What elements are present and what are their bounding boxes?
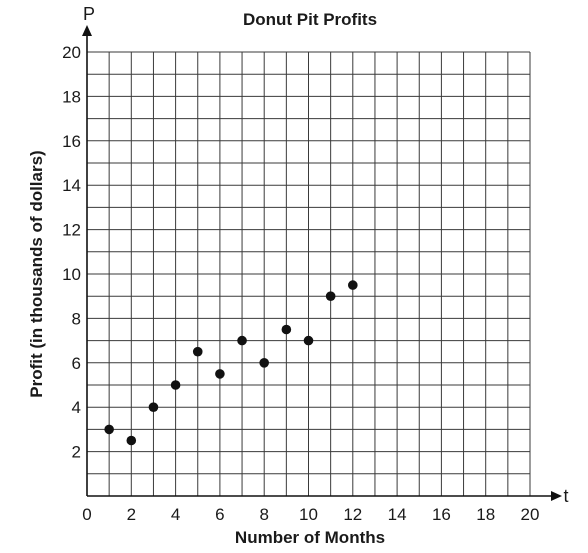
y-tick-label: 20: [62, 43, 81, 62]
data-point: [237, 335, 247, 346]
y-tick-label: 14: [62, 176, 81, 195]
y-tick-label: 8: [72, 309, 81, 328]
y-tick-label: 18: [62, 87, 81, 106]
x-tick-label: 16: [432, 505, 451, 524]
data-point: [259, 358, 270, 368]
chart-title: Donut Pit Profits: [243, 10, 377, 29]
y-tick-label: 16: [62, 132, 81, 151]
y-tick-label: 4: [72, 398, 81, 417]
data-point: [126, 435, 137, 446]
x-tick-label: 2: [127, 505, 136, 524]
chart-axes: [82, 25, 562, 501]
data-points: [104, 280, 358, 446]
y-axis-arrow: [82, 25, 92, 36]
x-tick-label: 8: [259, 505, 268, 524]
y-tick-label: 6: [72, 354, 81, 373]
data-point: [281, 324, 292, 335]
data-point: [348, 280, 358, 290]
x-axis-letter: t: [563, 486, 568, 506]
chart-grid: [87, 51, 531, 496]
y-axis-label: Profit (in thousands of dollars): [27, 150, 46, 397]
y-axis-letter: P: [83, 4, 95, 24]
data-point: [303, 335, 314, 346]
x-tick-label: 20: [521, 505, 540, 524]
data-point: [325, 291, 336, 302]
y-tick-label: 2: [72, 443, 81, 462]
x-tick-label: 4: [171, 505, 180, 524]
x-tick-label: 18: [476, 505, 495, 524]
data-point: [215, 369, 225, 379]
y-tick-label: 10: [62, 265, 81, 284]
x-tick-label: 6: [215, 505, 224, 524]
y-axis-ticks: 2 4 6 8 10 12 14 16 18 20: [62, 43, 81, 462]
data-point: [148, 402, 159, 413]
x-tick-label: 14: [388, 505, 407, 524]
data-point: [170, 380, 181, 390]
x-tick-label: 12: [343, 505, 362, 524]
x-axis-label: Number of Months: [235, 528, 385, 547]
x-axis-arrow: [551, 491, 562, 501]
y-tick-label: 12: [62, 221, 81, 240]
data-point: [192, 346, 203, 357]
x-tick-label: 10: [299, 505, 318, 524]
x-tick-label: 0: [82, 505, 91, 524]
data-point: [104, 424, 114, 435]
x-axis-ticks: 0 2 4 6 8 10 12 14 16 18 20: [82, 505, 539, 524]
